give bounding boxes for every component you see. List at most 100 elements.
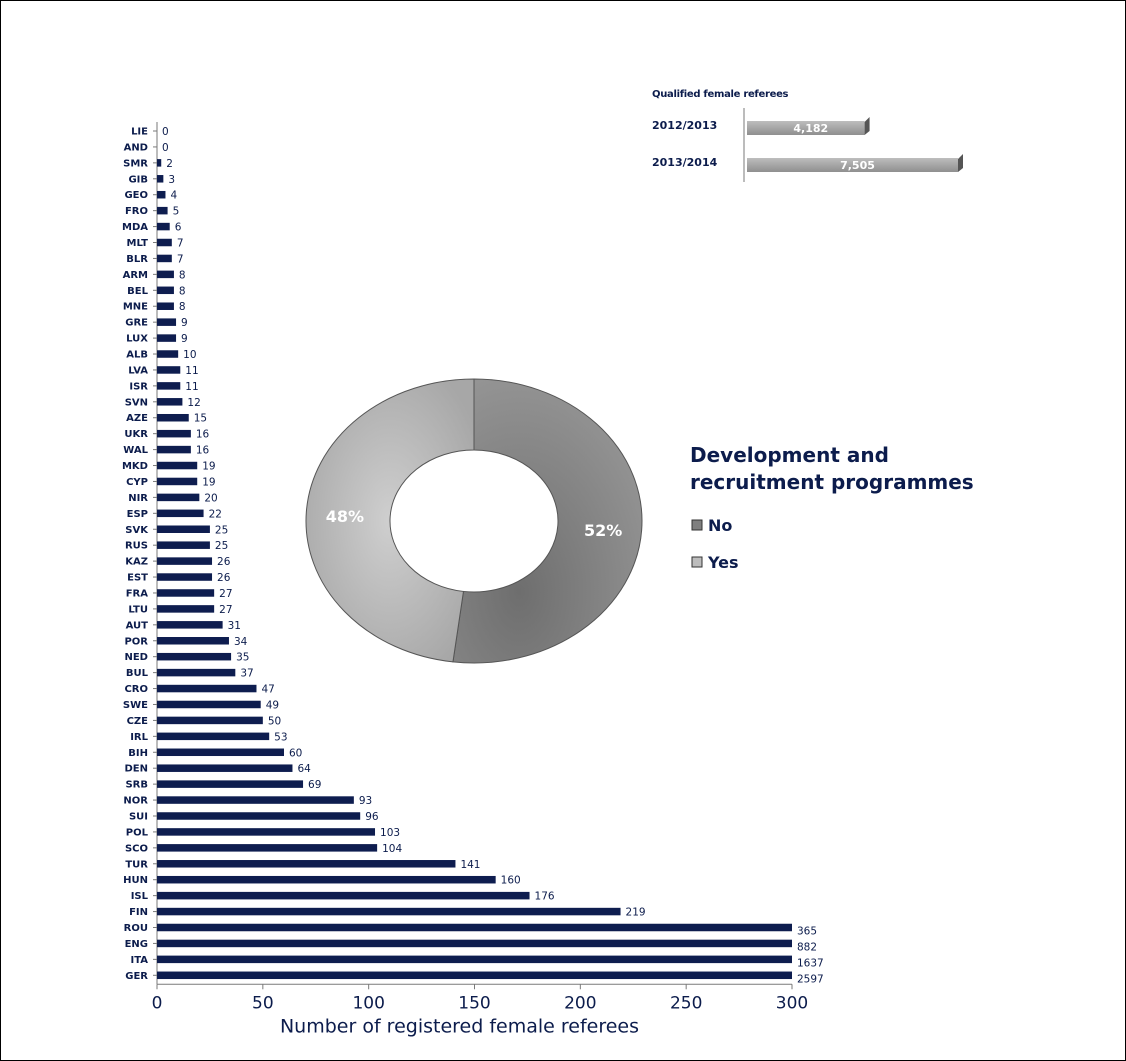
donut-title-line-1: Development and — [690, 443, 889, 467]
value-label: 6 — [175, 222, 182, 234]
category-label: ALB — [126, 350, 148, 361]
category-label: AUT — [126, 620, 149, 631]
bar-lva — [157, 366, 181, 374]
bar-smr — [157, 159, 162, 167]
value-label: 25 — [215, 540, 228, 552]
category-label: CZE — [127, 716, 149, 727]
value-label: 22 — [209, 508, 222, 520]
donut-slice-yes — [305, 378, 475, 663]
bar-wal — [157, 445, 191, 454]
category-label: GER — [125, 971, 148, 982]
value-label: 4 — [170, 190, 177, 202]
x-tick-label: 200 — [564, 993, 596, 1013]
category-label: AND — [124, 142, 148, 153]
category-label: SUI — [129, 811, 148, 822]
category-label: NOR — [123, 796, 148, 807]
value-label: 3 — [168, 174, 175, 186]
registered-referees-bar-chart: LIE 0 AND 0 SMR 2 GIB 3 GEO 4 FRO 5 MDA 6 MLT 7 BLR 7 ARM 8… — [122, 122, 824, 1037]
value-label: 7 — [177, 238, 184, 250]
category-label: BUL — [126, 668, 149, 679]
legend-swatch-yes — [691, 556, 703, 568]
category-label: IRL — [130, 732, 148, 743]
value-label: 103 — [380, 827, 400, 839]
bar-bul — [157, 668, 236, 677]
qualified-value-label: 7,505 — [840, 159, 875, 172]
category-label: HUN — [123, 875, 148, 886]
value-label: 1637 — [797, 957, 824, 969]
value-label: 15 — [194, 413, 207, 425]
bar-blr — [157, 254, 172, 263]
category-label: BIH — [128, 748, 148, 759]
qualified-referees-chart: Qualified female referees 2012/2013 4,182 2… — [652, 89, 963, 182]
value-label: 2597 — [797, 973, 824, 985]
value-label: 0 — [162, 126, 169, 138]
bar-svk — [157, 525, 210, 533]
qualified-bar-depth — [958, 154, 963, 172]
value-label: 8 — [179, 269, 186, 281]
category-label: ARM — [123, 270, 148, 281]
bar-cro — [157, 684, 257, 693]
bar-ita — [157, 955, 792, 964]
category-label: RUS — [125, 541, 148, 552]
bar-ukr — [157, 429, 191, 438]
bar-eng — [157, 939, 792, 948]
value-label: 8 — [179, 285, 186, 297]
bar-mda — [157, 222, 170, 231]
category-label: GIB — [128, 174, 148, 185]
bar-esp — [157, 509, 204, 518]
category-label: ISR — [129, 381, 148, 392]
value-label: 96 — [365, 811, 379, 823]
value-label: 19 — [202, 476, 215, 488]
value-label: 20 — [204, 492, 217, 504]
value-label: 34 — [234, 636, 248, 648]
bar-pol — [157, 828, 376, 836]
bar-rus — [157, 541, 210, 549]
bar-bih — [157, 748, 284, 757]
value-label: 26 — [217, 572, 231, 584]
bar-srb — [157, 780, 304, 788]
bar-gre — [157, 318, 177, 326]
qualified-bar-depth — [864, 117, 870, 135]
bar-isl — [157, 891, 530, 900]
donut-percent-label: 48% — [326, 507, 364, 526]
category-label: POL — [126, 827, 149, 838]
value-label: 365 — [797, 926, 817, 938]
category-label: EST — [127, 573, 148, 584]
category-label: POR — [124, 636, 148, 647]
bar-sui — [157, 812, 361, 820]
x-tick-label: 300 — [776, 993, 808, 1013]
bar-mne — [157, 302, 174, 310]
bar-lux — [157, 334, 177, 342]
value-label: 69 — [308, 779, 321, 791]
category-label: UKR — [124, 429, 148, 440]
bar-irl — [157, 732, 270, 741]
legend-label-no: No — [708, 516, 732, 535]
bar-ned — [157, 652, 232, 661]
category-label: SMR — [123, 158, 148, 169]
category-label: GRE — [125, 318, 148, 329]
qualified-category-label: 2012/2013 — [652, 119, 717, 132]
bar-aze — [157, 413, 189, 422]
bar-tur — [157, 860, 456, 868]
value-label: 7 — [177, 253, 184, 265]
bar-gib — [157, 175, 164, 183]
category-label: KAZ — [125, 557, 148, 568]
donut-percent-label: 52% — [584, 521, 622, 540]
bar-mkd — [157, 461, 198, 470]
bar-por — [157, 637, 229, 645]
value-label: 49 — [266, 699, 279, 711]
value-label: 176 — [535, 891, 555, 903]
value-label: 60 — [289, 747, 302, 759]
x-tick-label: 0 — [152, 993, 163, 1013]
category-label: AZE — [126, 413, 148, 424]
legend-swatch-no — [691, 519, 703, 531]
bar-ltu — [157, 605, 215, 613]
x-axis-title: Number of registered female referees — [280, 1015, 639, 1037]
category-label: SWE — [123, 700, 148, 711]
value-label: 2 — [166, 158, 173, 170]
bar-kaz — [157, 557, 213, 565]
value-label: 27 — [219, 588, 232, 600]
category-label: SCO — [125, 843, 148, 854]
bar-ger — [157, 971, 792, 980]
